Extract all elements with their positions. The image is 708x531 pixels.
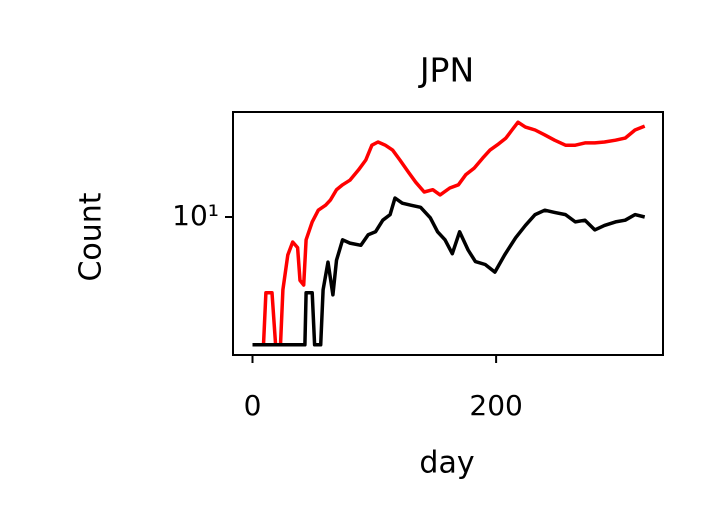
x-tick-label: 0 <box>244 389 262 422</box>
x-axis-label: day <box>419 446 474 481</box>
x-tick-label: 200 <box>469 389 522 422</box>
y-axis-label: Count <box>74 192 109 281</box>
data-line <box>252 196 646 347</box>
y-tick-label: 10¹ <box>172 199 219 232</box>
plot-frame <box>232 111 664 356</box>
chart-title: JPN <box>418 51 474 90</box>
data-line <box>252 120 646 347</box>
